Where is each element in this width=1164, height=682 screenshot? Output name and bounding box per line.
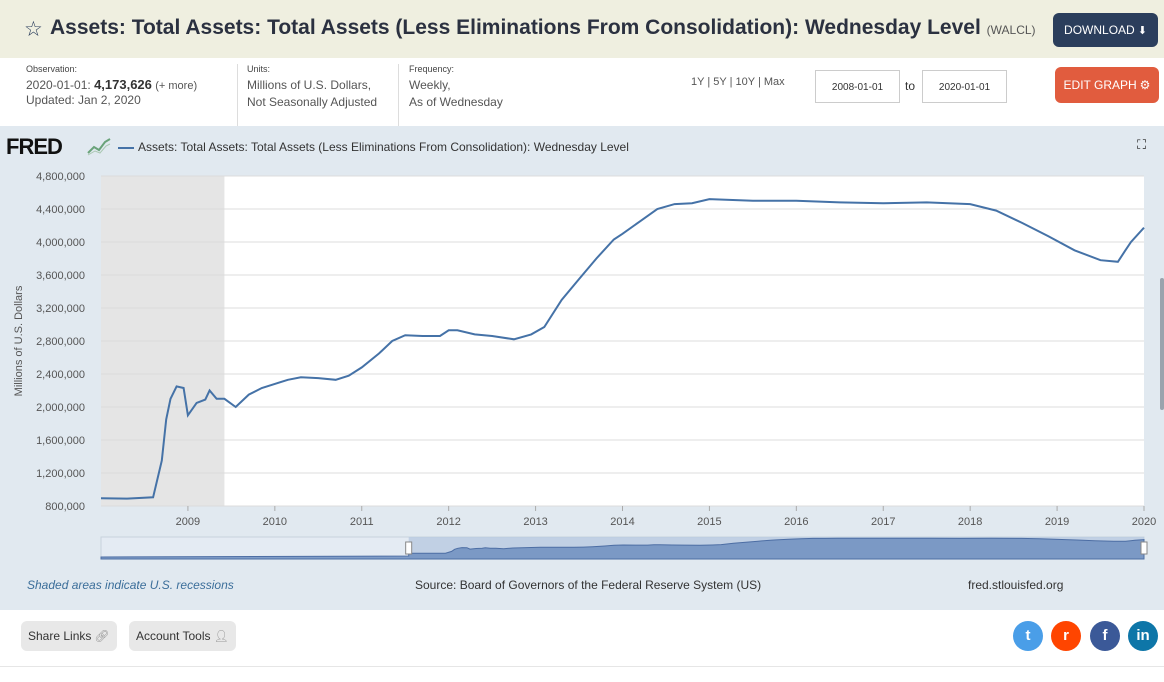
y-axis-label: Millions of U.S. Dollars <box>13 285 25 396</box>
x-tick-label: 2013 <box>523 516 547 528</box>
download-icon: ⬇ <box>1137 24 1147 37</box>
page-scrollbar[interactable] <box>1160 278 1164 410</box>
legend-label: Assets: Total Assets: Total Assets (Less… <box>138 140 629 154</box>
share-links-button[interactable]: Share Links 🔗︎ <box>21 621 117 651</box>
y-tick-label: 1,600,000 <box>36 435 85 447</box>
y-tick-label: 2,400,000 <box>36 369 85 381</box>
title-bar: ☆ Assets: Total Assets: Total Assets (Le… <box>0 0 1164 58</box>
range-selector: 1Y | 5Y | 10Y | Max <box>691 76 785 88</box>
link-icon: 🔗︎ <box>94 629 110 643</box>
x-tick-label: 2010 <box>263 516 287 528</box>
y-tick-label: 1,200,000 <box>36 468 85 480</box>
twitter-icon[interactable]: t <box>1013 621 1043 651</box>
end-date-input[interactable]: 2020-01-01 <box>922 70 1007 103</box>
observation-date: 2020-01-01: <box>26 78 91 92</box>
range-separator: | <box>757 76 761 88</box>
units-line-1: Millions of U.S. Dollars, <box>247 78 372 92</box>
observation-value: 4,173,626 <box>94 77 152 92</box>
divider <box>398 64 399 126</box>
y-tick-label: 3,600,000 <box>36 270 85 282</box>
y-tick-label: 4,800,000 <box>36 171 85 183</box>
x-tick-label: 2014 <box>610 516 634 528</box>
y-tick-label: 2,800,000 <box>36 336 85 348</box>
units-block: Units: Millions of U.S. Dollars, Not Sea… <box>247 64 377 126</box>
range-1y[interactable]: 1Y <box>691 76 705 88</box>
to-label: to <box>905 79 916 93</box>
user-icon: 👤︎ <box>213 629 229 643</box>
navigator-handle-right <box>1140 541 1148 555</box>
series-line <box>100 198 1145 500</box>
frequency-line-1: Weekly, <box>409 78 451 92</box>
x-tick-label: 2017 <box>871 516 895 528</box>
reddit-icon[interactable]: r <box>1051 621 1081 651</box>
account-tools-button[interactable]: Account Tools 👤︎ <box>129 621 236 651</box>
x-tick-label: 2018 <box>958 516 982 528</box>
edit-graph-button[interactable]: EDIT GRAPH ⚙ <box>1055 67 1159 103</box>
observation-label: Observation: <box>26 64 78 74</box>
download-button[interactable]: DOWNLOAD ⬇ <box>1053 13 1158 47</box>
y-tick-label: 2,000,000 <box>36 402 85 414</box>
units-label: Units: <box>247 64 271 74</box>
fred-logo[interactable]: FRED <box>6 134 63 159</box>
frequency-line-2: As of Wednesday <box>409 95 503 109</box>
x-tick-label: 2011 <box>350 516 374 528</box>
x-tick-label: 2009 <box>176 516 200 528</box>
y-tick-label: 3,200,000 <box>36 303 85 315</box>
y-tick-label: 4,400,000 <box>36 204 85 216</box>
start-date-input[interactable]: 2008-01-01 <box>815 70 900 103</box>
range-10y[interactable]: 10Y <box>735 76 755 88</box>
x-tick-label: 2020 <box>1132 516 1156 528</box>
range-max[interactable]: Max <box>763 76 785 88</box>
divider <box>237 64 238 126</box>
linkedin-icon[interactable]: in <box>1128 621 1158 651</box>
observation-block: Observation: 2020-01-01: 4,173,626 (+ mo… <box>26 64 197 126</box>
site-note: fred.stlouisfed.org <box>968 578 1064 592</box>
frequency-label: Frequency: <box>409 64 455 74</box>
observation-value-line: 2020-01-01: 4,173,626 (+ more) <box>26 77 197 92</box>
series-id: (WALCL) <box>986 23 1036 37</box>
recession-note: Shaded areas indicate U.S. recessions <box>27 578 234 592</box>
range-5y[interactable]: 5Y <box>713 76 727 88</box>
range-separator: | <box>707 76 711 88</box>
x-tick-label: 2015 <box>697 516 721 528</box>
range-separator: | <box>729 76 733 88</box>
x-tick-label: 2019 <box>1045 516 1069 528</box>
navigator-series <box>100 537 1145 560</box>
divider <box>0 666 1164 667</box>
star-icon[interactable]: ☆ <box>24 17 43 41</box>
x-tick-label: 2016 <box>784 516 808 528</box>
fullscreen-icon[interactable]: ⛶ <box>1137 138 1147 153</box>
gear-icon: ⚙ <box>1139 78 1151 92</box>
legend-swatch <box>118 146 134 149</box>
source-note: Source: Board of Governors of the Federa… <box>415 578 762 592</box>
navigator-handle-left <box>405 541 413 555</box>
x-tick-label: 2012 <box>436 516 460 528</box>
chart-legend: Assets: Total Assets: Total Assets (Less… <box>118 140 629 154</box>
units-line-2: Not Seasonally Adjusted <box>247 95 378 109</box>
page-title: Assets: Total Assets: Total Assets (Less… <box>50 16 1036 39</box>
facebook-icon[interactable]: f <box>1090 621 1120 651</box>
observation-more-link[interactable]: (+ more) <box>155 80 198 92</box>
updated-date: Updated: Jan 2, 2020 <box>26 93 141 107</box>
y-tick-label: 800,000 <box>45 501 85 513</box>
frequency-block: Frequency: Weekly, As of Wednesday <box>409 64 503 126</box>
chart[interactable]: 800,000 1,200,000 1,600,000 2,000,000 2,400,… <box>0 160 1164 570</box>
y-tick-label: 4,000,000 <box>36 237 85 249</box>
fred-logo-chart-icon <box>87 138 111 156</box>
